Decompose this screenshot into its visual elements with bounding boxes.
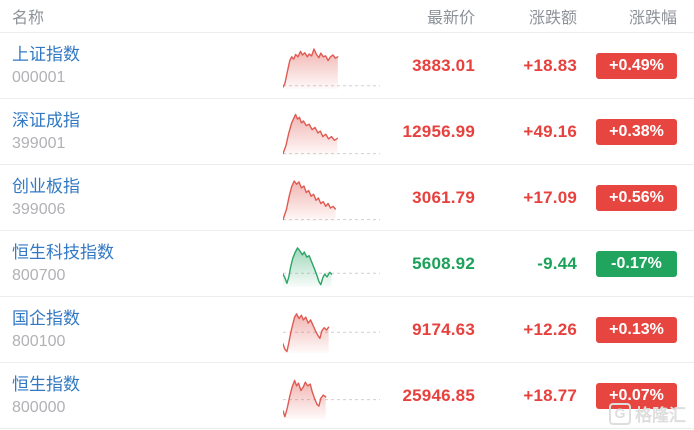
latest-price: 5608.92 xyxy=(412,253,475,273)
index-code: 399001 xyxy=(12,135,66,152)
latest-price: 9174.63 xyxy=(412,319,475,339)
change-amount: +18.77 xyxy=(523,385,577,405)
sparkline-cell xyxy=(283,175,380,221)
sparkline-cell xyxy=(283,109,380,155)
latest-price: 25946.85 xyxy=(402,385,475,405)
gelonghui-logo-icon: G xyxy=(609,402,631,425)
change-percent-badge: +0.38% xyxy=(596,118,677,145)
index-code: 399006 xyxy=(12,201,66,218)
change-percent-badge: +0.56% xyxy=(596,184,677,211)
change-percent-badge: -0.17% xyxy=(596,250,677,277)
table-row[interactable]: 国企指数 800100 9174.63 +12.26 +0.13% xyxy=(0,297,694,363)
index-name[interactable]: 恒生科技指数 xyxy=(12,243,114,262)
index-name[interactable]: 上证指数 xyxy=(12,45,80,64)
watermark-gelonghui: G 格隆汇 xyxy=(609,401,686,426)
sparkline-chart xyxy=(283,179,380,221)
sparkline-chart xyxy=(283,113,380,155)
index-name-cell: 深证成指 399001 xyxy=(0,110,283,153)
index-name[interactable]: 深证成指 xyxy=(12,111,80,130)
change-amount: -9.44 xyxy=(537,253,577,273)
latest-price: 12956.99 xyxy=(402,121,475,141)
table-row[interactable]: 恒生科技指数 800700 5608.92 -9.44 -0.17% xyxy=(0,231,694,297)
index-table-body: 上证指数 000001 3883.01 +18.83 +0.49% 深证成指 3… xyxy=(0,33,694,429)
index-name-cell: 上证指数 000001 xyxy=(0,44,283,87)
change-percent-badge: +0.49% xyxy=(596,52,677,79)
change-percent-cell: +0.49% xyxy=(577,52,677,79)
index-name-cell: 创业板指 399006 xyxy=(0,176,283,219)
latest-price: 3061.79 xyxy=(412,187,475,207)
change-percent-badge: +0.07% xyxy=(596,382,677,409)
change-amount: +18.83 xyxy=(523,55,577,75)
index-name-cell: 恒生科技指数 800700 xyxy=(0,242,283,285)
sparkline-cell xyxy=(283,241,380,287)
watermark-text: 格隆汇 xyxy=(635,406,686,425)
column-header-change-percent: 涨跌幅 xyxy=(628,10,677,27)
change-amount: +17.09 xyxy=(523,187,577,207)
sparkline-chart xyxy=(283,47,380,89)
change-percent-cell: -0.17% xyxy=(577,250,677,277)
index-code: 800000 xyxy=(12,399,66,416)
index-code: 800100 xyxy=(12,333,66,350)
index-code: 800700 xyxy=(12,267,66,284)
change-percent-cell: +0.38% xyxy=(577,118,677,145)
index-name-cell: 恒生指数 800000 xyxy=(0,374,283,417)
table-header: 名称 最新价 涨跌额 涨跌幅 xyxy=(0,0,694,33)
sparkline-cell xyxy=(283,307,380,353)
table-row[interactable]: 深证成指 399001 12956.99 +49.16 +0.38% xyxy=(0,99,694,165)
index-code: 000001 xyxy=(12,69,66,86)
index-name-cell: 国企指数 800100 xyxy=(0,308,283,351)
change-percent-cell: +0.07% xyxy=(577,382,677,409)
change-amount: +12.26 xyxy=(523,319,577,339)
index-name[interactable]: 恒生指数 xyxy=(12,375,80,394)
change-amount: +49.16 xyxy=(523,121,577,141)
table-row[interactable]: 上证指数 000001 3883.01 +18.83 +0.49% xyxy=(0,33,694,99)
change-percent-cell: +0.13% xyxy=(577,316,677,343)
sparkline-cell xyxy=(283,43,380,89)
table-row[interactable]: 创业板指 399006 3061.79 +17.09 +0.56% xyxy=(0,165,694,231)
latest-price: 3883.01 xyxy=(412,55,475,75)
column-header-change-amount: 涨跌额 xyxy=(528,10,577,27)
index-name[interactable]: 国企指数 xyxy=(12,309,80,328)
sparkline-chart xyxy=(283,312,380,353)
sparkline-cell xyxy=(283,373,380,419)
change-percent-cell: +0.56% xyxy=(577,184,677,211)
column-header-latest-price: 最新价 xyxy=(426,10,475,27)
change-percent-badge: +0.13% xyxy=(596,316,677,343)
column-header-name: 名称 xyxy=(12,10,45,27)
sparkline-chart xyxy=(283,246,380,287)
table-row[interactable]: 恒生指数 800000 25946.85 +18.77 +0.07% xyxy=(0,363,694,429)
index-name[interactable]: 创业板指 xyxy=(12,177,80,196)
sparkline-chart xyxy=(283,379,380,419)
